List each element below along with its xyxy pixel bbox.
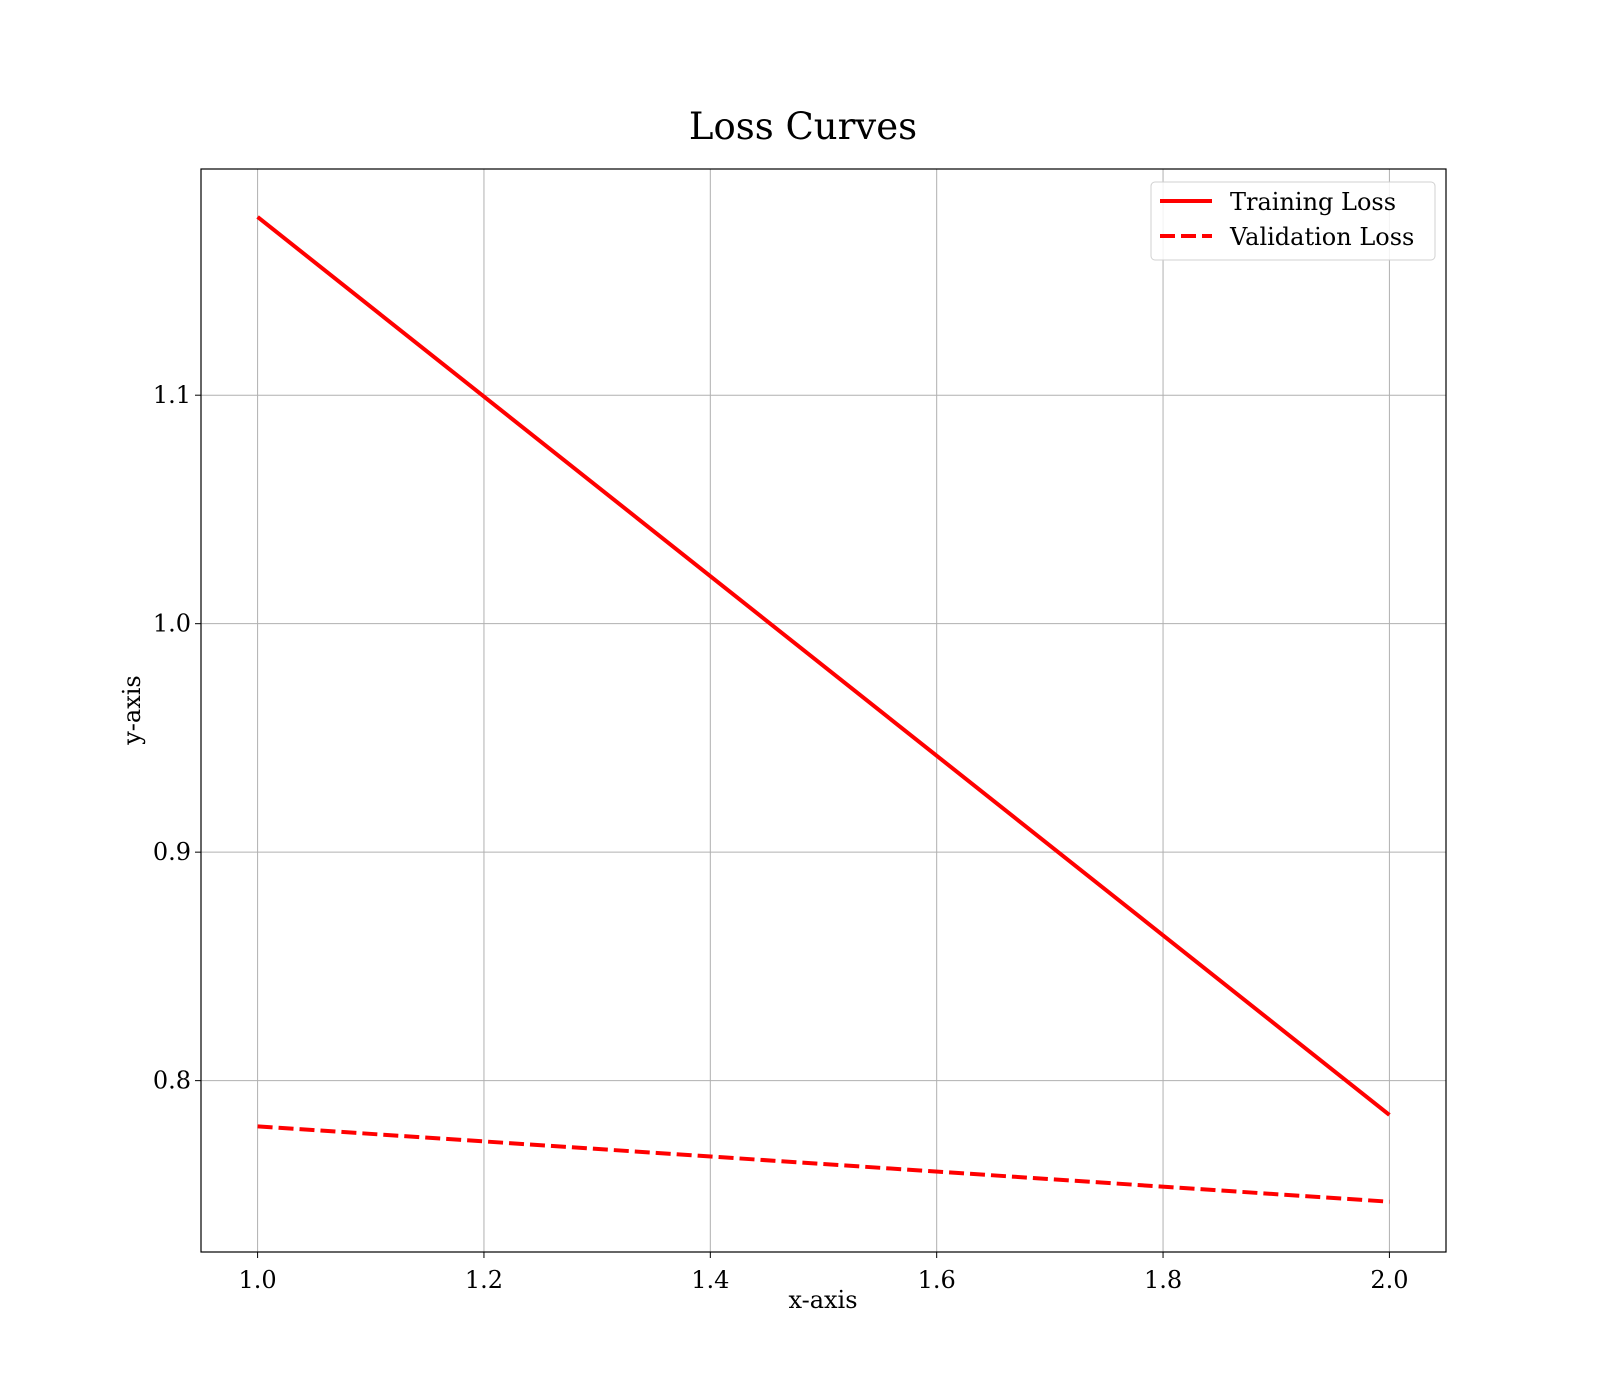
y-tick-label: 1.1	[153, 381, 191, 409]
y-tick-label: 0.9	[153, 838, 191, 866]
x-tick-label: 1.6	[918, 1266, 956, 1294]
series-lines	[256, 215, 1391, 1204]
legend: Training Loss Validation Loss	[1150, 181, 1436, 261]
y-axis-ticks: 0.8 0.9 1.0 1.1	[153, 381, 201, 1095]
training-loss-line	[256, 215, 1391, 1117]
chart-title: Loss Curves	[689, 105, 917, 148]
validation-loss-line	[257, 1124, 1390, 1204]
plot-frame	[200, 168, 1447, 1253]
x-tick-label: 2.0	[1370, 1266, 1408, 1294]
y-axis-label: y-axis	[118, 675, 146, 746]
x-tick-label: 1.0	[239, 1266, 277, 1294]
legend-label-validation: Validation Loss	[1229, 223, 1414, 251]
x-axis-ticks: 1.0 1.2 1.4 1.6 1.8 2.0	[239, 1252, 1408, 1294]
y-tick-label: 0.8	[153, 1067, 191, 1095]
x-axis-label: x-axis	[788, 1286, 857, 1314]
x-tick-label: 1.2	[465, 1266, 503, 1294]
x-tick-label: 1.8	[1144, 1266, 1182, 1294]
legend-box	[1150, 181, 1436, 261]
y-tick-label: 1.0	[153, 610, 191, 638]
x-tick-label: 1.4	[691, 1266, 729, 1294]
grid	[201, 169, 1446, 1252]
legend-label-training: Training Loss	[1230, 188, 1396, 216]
